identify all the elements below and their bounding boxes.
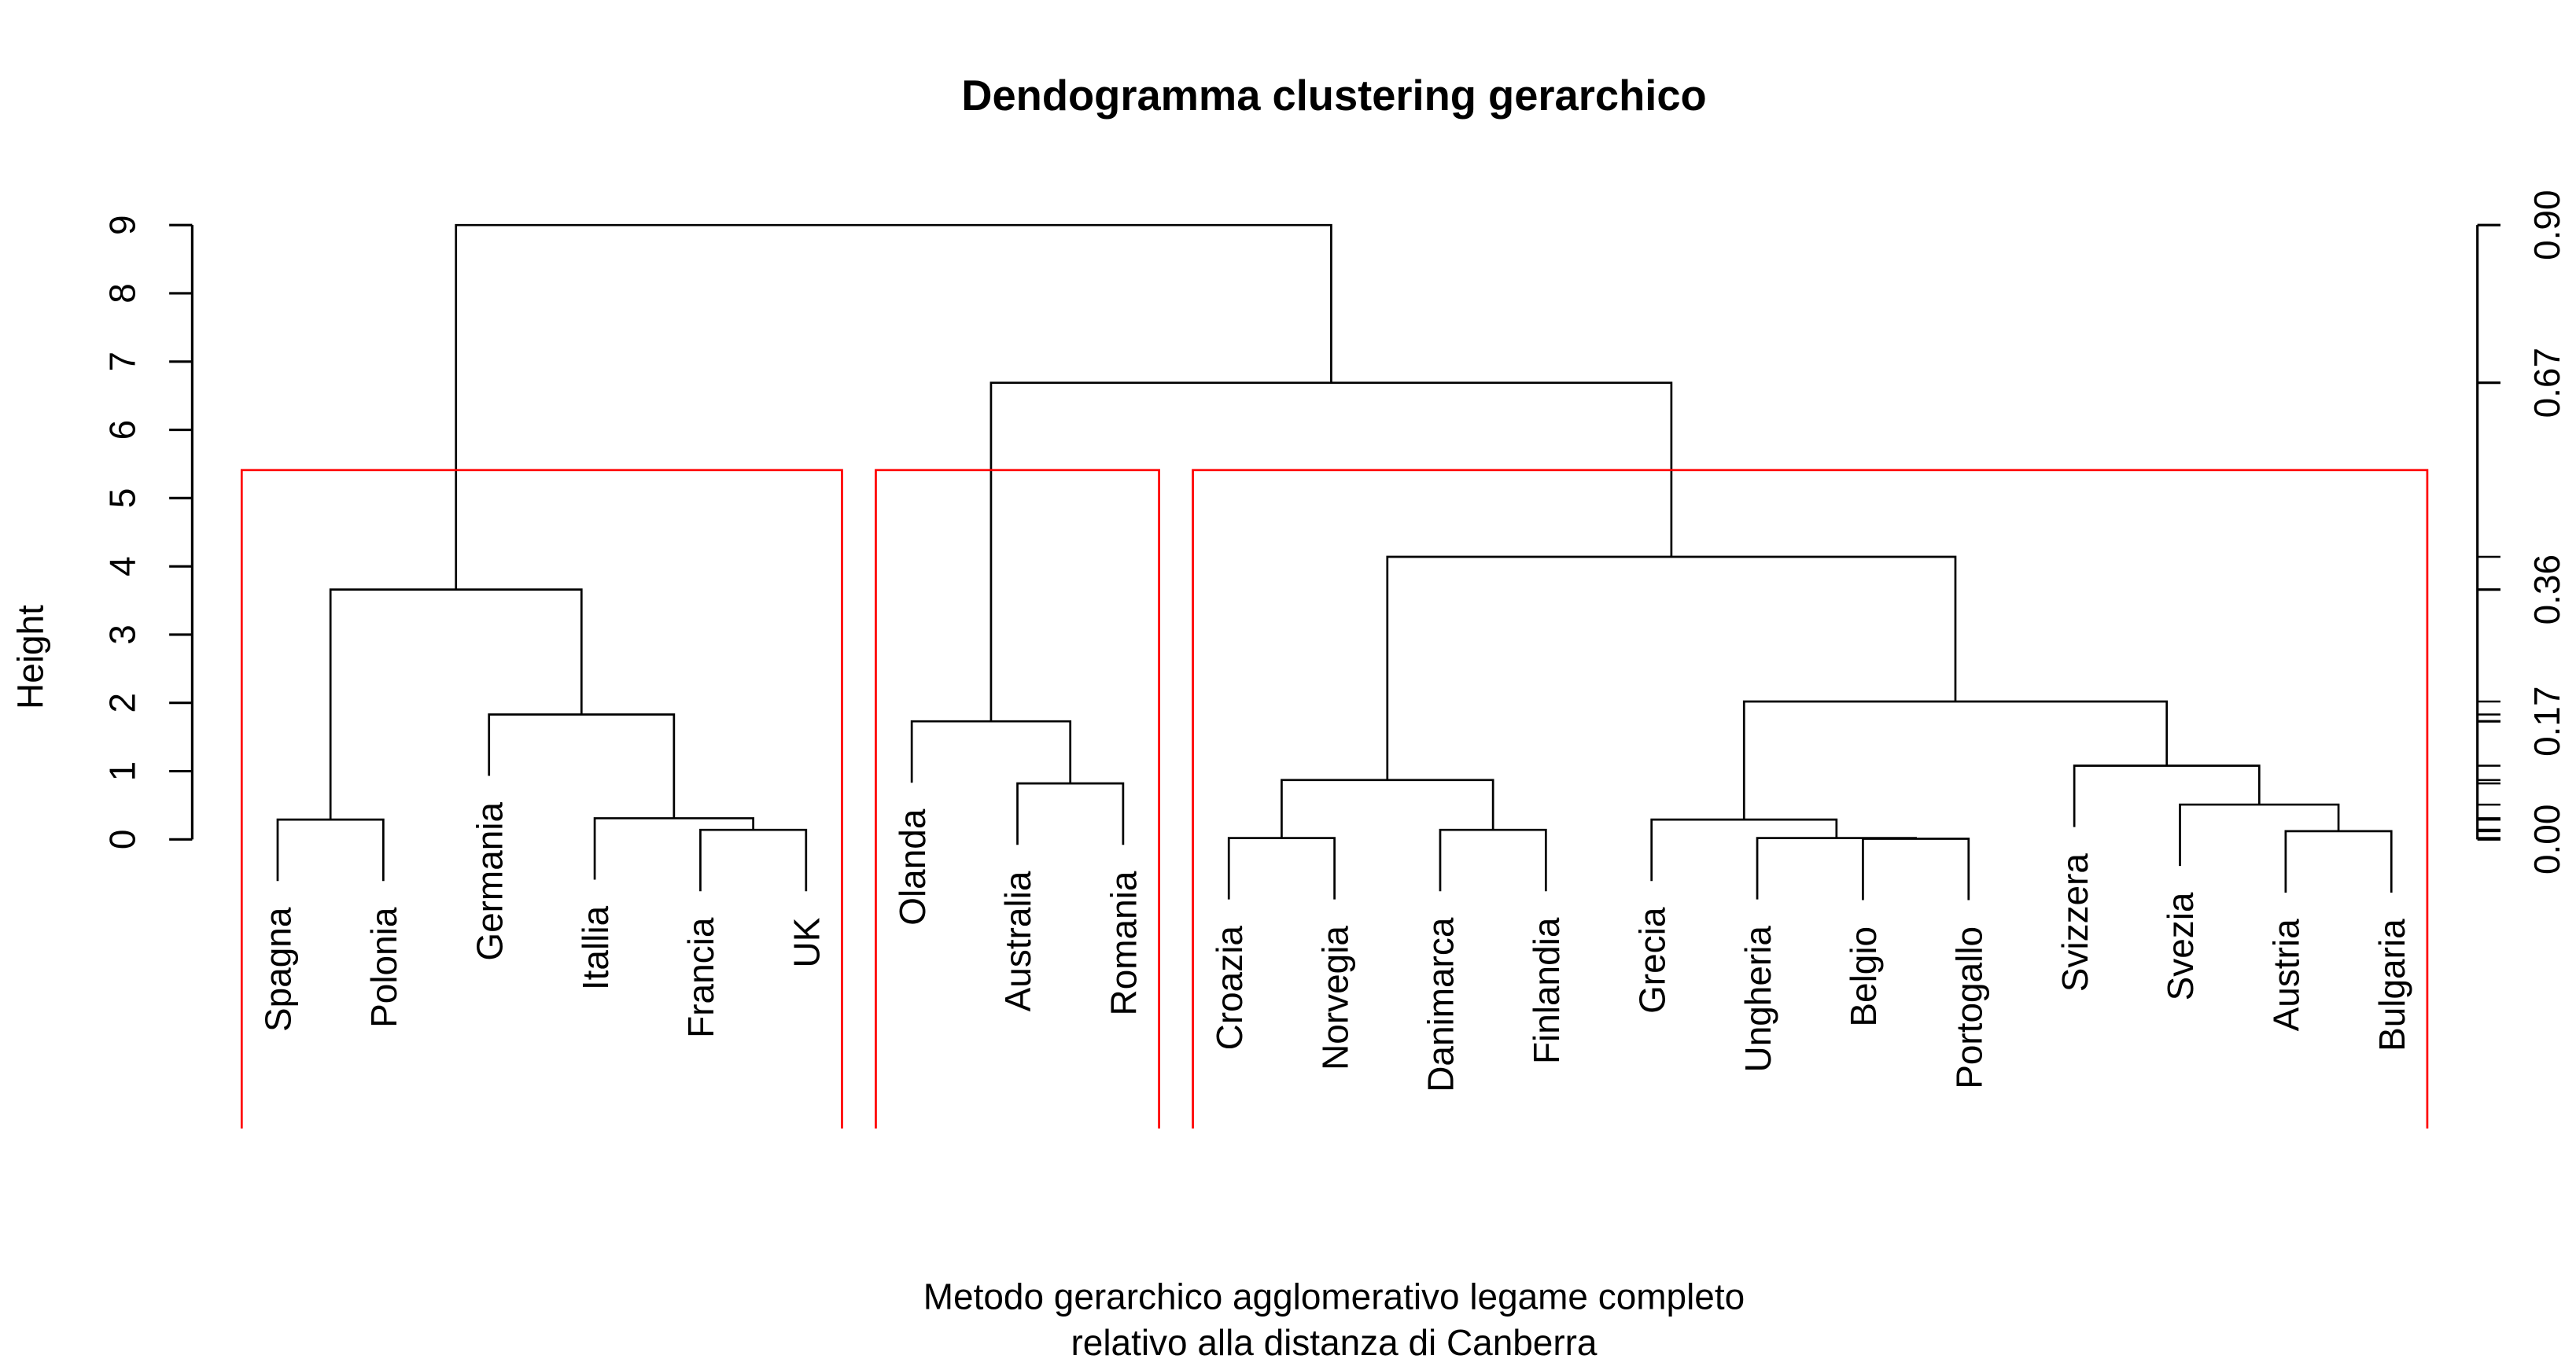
y-tick-label: 5 xyxy=(101,488,142,509)
leaf-label: Portogallo xyxy=(1948,926,1989,1089)
leaf-label: Belgio xyxy=(1843,926,1884,1027)
y-tick-label: 2 xyxy=(101,693,142,713)
merge xyxy=(276,818,385,882)
y-tick-label: 3 xyxy=(101,624,142,645)
leaf-label: Svezia xyxy=(2160,892,2201,1000)
leaf-label: Germania xyxy=(469,802,510,961)
merge xyxy=(910,720,1072,784)
leaf-label: Romania xyxy=(1104,871,1144,1015)
leaf-label: Australia xyxy=(997,871,1038,1011)
y2-tick-label: 0.17 xyxy=(2526,686,2567,756)
y-tick-label: 0 xyxy=(101,830,142,850)
merge xyxy=(699,828,808,892)
merge xyxy=(455,223,1332,590)
y-tick-label: 9 xyxy=(101,215,142,235)
leaf-label: Svizzera xyxy=(2055,853,2095,993)
merge xyxy=(1650,818,1838,882)
merge xyxy=(1862,838,1970,900)
merge xyxy=(1742,700,2169,820)
leaf-label: Olanda xyxy=(892,808,933,926)
leaf-label: Croazia xyxy=(1209,926,1250,1051)
leaf-label: Ungheria xyxy=(1738,926,1778,1073)
merge xyxy=(1439,828,1547,892)
y-tick-label: 6 xyxy=(101,420,142,440)
merge xyxy=(1227,837,1336,900)
leaf-label: UK xyxy=(787,917,827,967)
merge xyxy=(488,713,676,819)
merge xyxy=(593,817,754,880)
y-tick-label: 1 xyxy=(101,761,142,782)
subtitle: relativo alla distanza di Canberra xyxy=(1071,1322,1597,1363)
merge xyxy=(1016,782,1125,845)
y-tick-label: 8 xyxy=(101,283,142,304)
merge xyxy=(1386,555,1957,780)
y2-tick-label: 0.90 xyxy=(2526,190,2567,260)
cluster-box xyxy=(240,469,843,1129)
y2-tick-label: 0.36 xyxy=(2526,554,2567,624)
merge xyxy=(329,588,583,820)
leaf-label: Francia xyxy=(680,917,721,1038)
leaf-label: Grecia xyxy=(1631,907,1672,1014)
merge xyxy=(1281,779,1494,838)
y2-tick-label: 0.67 xyxy=(2526,348,2567,418)
cluster-box xyxy=(875,469,1160,1129)
merge xyxy=(2073,764,2261,827)
y-tick-label: 7 xyxy=(101,352,142,372)
leaf-label: Polonia xyxy=(363,907,404,1028)
merge xyxy=(2179,803,2340,867)
merge xyxy=(1756,837,1917,900)
merge xyxy=(2284,830,2393,893)
subtitle: Metodo gerarchico agglomerativo legame c… xyxy=(923,1276,1745,1317)
leaf-label: Itallia xyxy=(575,905,616,990)
leaf-label: Danimarca xyxy=(1421,917,1461,1092)
chart-title: Dendogramma clustering gerarchico xyxy=(961,72,1706,120)
y-tick-label: 4 xyxy=(101,556,142,576)
leaf-label: Bulgaria xyxy=(2371,919,2412,1051)
leaf-label: Spagna xyxy=(258,907,299,1032)
y-axis-label: Height xyxy=(9,605,50,709)
leaf-label: Norvegia xyxy=(1314,926,1355,1070)
merge xyxy=(989,381,1673,722)
leaf-label: Austria xyxy=(2266,919,2307,1031)
cluster-box xyxy=(1192,469,2429,1129)
leaf-label: Finlandia xyxy=(1526,917,1567,1064)
y2-tick-label: 0.00 xyxy=(2526,805,2567,875)
